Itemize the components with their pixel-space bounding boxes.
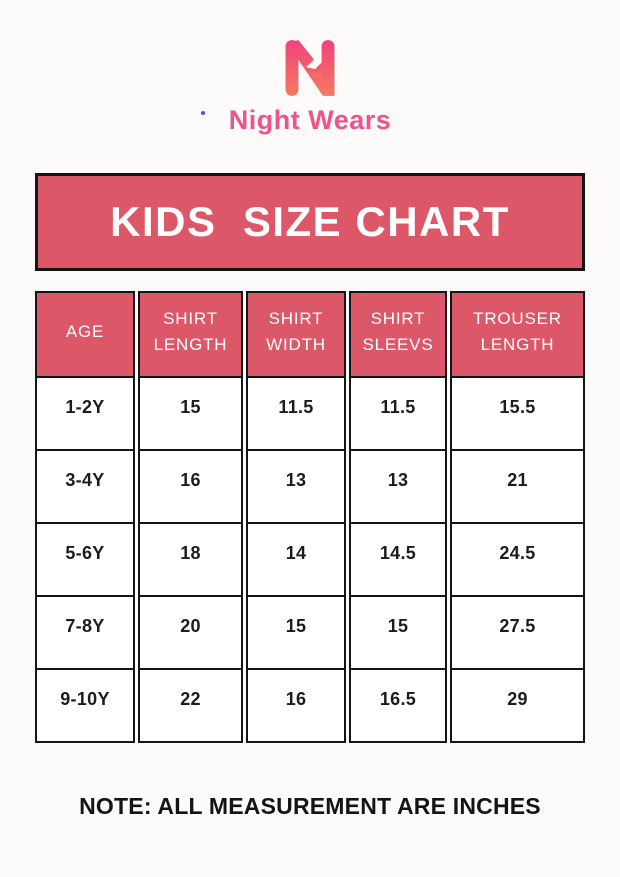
page-title: KIDS SIZE CHART: [110, 197, 510, 245]
value-cell: 14.5: [351, 524, 445, 597]
value-cell: 13: [248, 451, 344, 524]
age-cell: 3-4Y: [37, 451, 133, 524]
column-header-shirt-width: SHIRT WIDTH: [248, 292, 344, 378]
value-cell: 16.5: [379, 688, 417, 709]
column-header-shirt-sleeves: SHIRT SLEEVS: [351, 292, 445, 378]
value-cell: 11.5: [351, 378, 445, 451]
column-header-shirt-length: SHIRT LENGTH: [140, 292, 241, 378]
size-table: AGE 1-2Y 3-4Y 5-6Y 7-8Y 9-10Y SHIRT LENG…: [35, 290, 585, 743]
table-column-shirt-width: SHIRT WIDTH 11.5 13 14 15 16: [246, 290, 346, 743]
size-chart-banner: KIDS SIZE CHART: [35, 172, 585, 271]
nw-monogram-icon: [285, 40, 335, 96]
value-cell: 11.5: [248, 378, 344, 451]
brand-wordmark: Night Wears: [228, 105, 392, 135]
logo-accent-dot: [201, 111, 205, 115]
value-cell: 18: [140, 524, 241, 597]
value-cell: 15: [351, 597, 445, 670]
value-cell: 27.5: [452, 597, 583, 670]
value-cell: 15: [140, 378, 241, 451]
table-column-trouser-length: TROUSER LENGTH 15.5 21 24.5 27.5 29: [450, 290, 585, 743]
value-cell: 29: [507, 688, 528, 709]
value-cell: 15: [248, 597, 344, 670]
value-cell: 16: [285, 688, 307, 709]
column-header-age: AGE: [37, 292, 133, 378]
age-cell: 9-10Y: [60, 688, 110, 709]
value-cell: 20: [140, 597, 241, 670]
logo-block: Night Wears: [0, 0, 620, 136]
value-cell: 14: [248, 524, 344, 597]
value-cell: 13: [351, 451, 445, 524]
column-header-trouser-length: TROUSER LENGTH: [452, 292, 583, 378]
table-column-shirt-sleeves: SHIRT SLEEVS 11.5 13 14.5 15 16.5: [349, 290, 447, 743]
age-cell: 5-6Y: [37, 524, 133, 597]
value-cell: 15.5: [452, 378, 583, 451]
table-column-age: AGE 1-2Y 3-4Y 5-6Y 7-8Y 9-10Y: [35, 290, 135, 743]
age-cell: 7-8Y: [37, 597, 133, 670]
value-cell: 24.5: [452, 524, 583, 597]
value-cell: 16: [140, 451, 241, 524]
age-cell: 1-2Y: [37, 378, 133, 451]
measurement-note: NOTE: ALL MEASUREMENT ARE INCHES: [79, 792, 541, 819]
value-cell: 21: [452, 451, 583, 524]
table-column-shirt-length: SHIRT LENGTH 15 16 18 20 22: [138, 290, 243, 743]
value-cell: 22: [180, 688, 201, 709]
